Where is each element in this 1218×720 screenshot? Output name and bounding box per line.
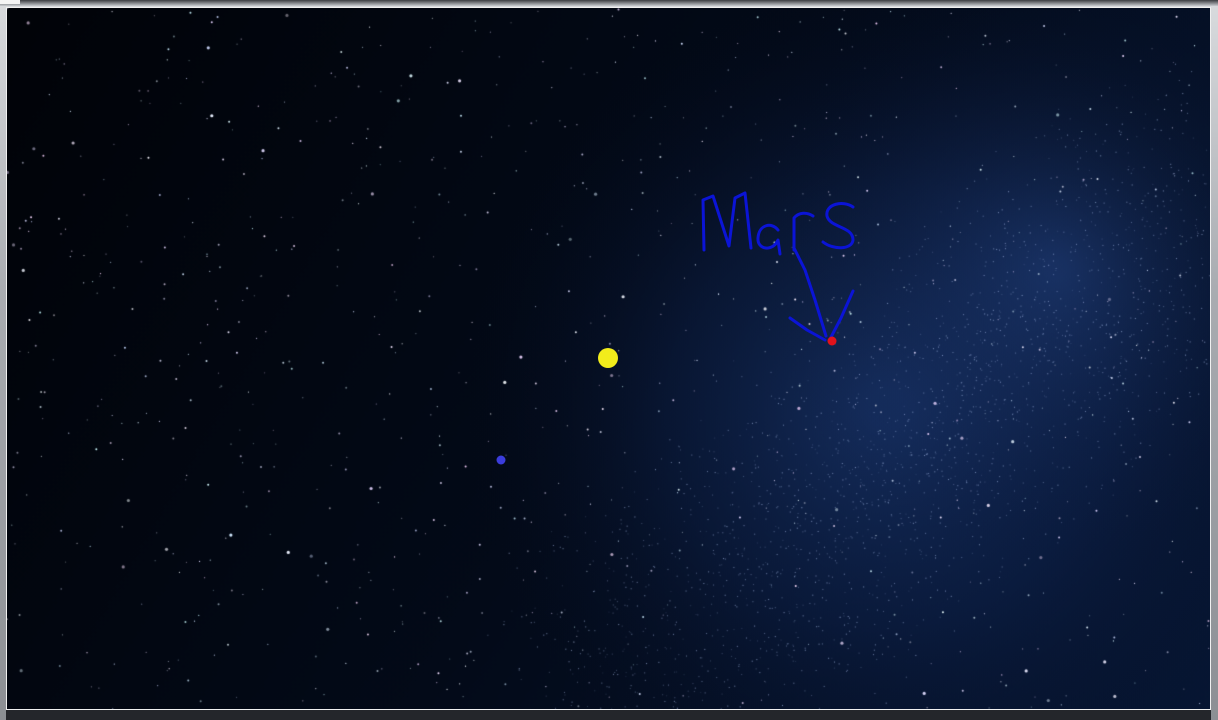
- handwriting-stroke-m: [701, 191, 753, 252]
- handwriting-stroke-s: [821, 202, 855, 250]
- yellow-planet-dot: [598, 348, 618, 368]
- window-title-bar[interactable]: [0, 0, 1218, 6]
- handwriting-arrow-head-right: [827, 289, 855, 343]
- taskbar-edge: [6, 710, 1211, 720]
- window-corner-marker: [0, 0, 20, 4]
- handwriting-stroke-a: [756, 223, 782, 256]
- handwriting-stroke-r: [792, 211, 815, 252]
- blue-planet-dot: [496, 455, 506, 465]
- handwritten-mars-label: [701, 191, 855, 343]
- annotation-layer: [496, 191, 855, 465]
- handwriting-arrow-head-left: [788, 316, 827, 342]
- handwriting-arrow-shaft: [792, 246, 828, 338]
- drawing-canvas[interactable]: [6, 7, 1211, 710]
- mars-red-dot: [827, 336, 837, 346]
